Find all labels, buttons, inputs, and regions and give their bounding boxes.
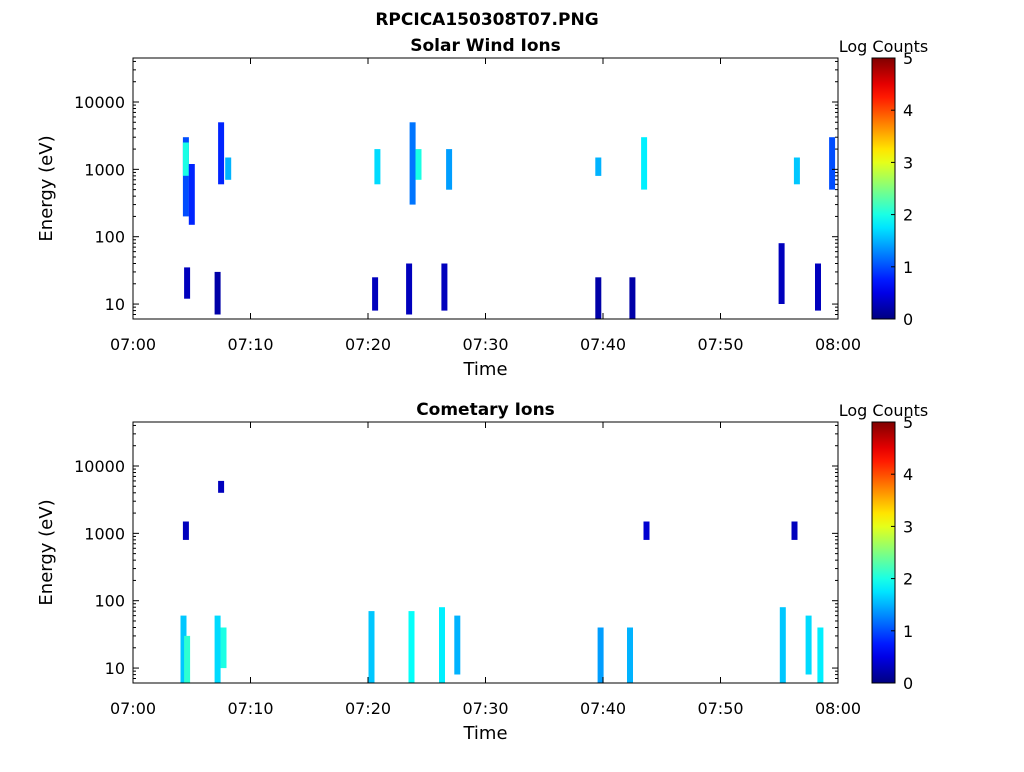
x-tick-label: 07:10 xyxy=(227,335,273,354)
data-cell xyxy=(815,263,821,311)
colorbar xyxy=(871,57,896,320)
y-tick-label: 1000 xyxy=(84,160,125,179)
y-tick-label: 100 xyxy=(94,228,125,247)
data-cell xyxy=(627,627,633,683)
data-cell xyxy=(214,615,221,683)
x-tick-label: 07:30 xyxy=(462,699,508,718)
x-tick-label: 07:20 xyxy=(345,699,391,718)
figure-title: RPCICA150308T07.PNG xyxy=(375,10,598,30)
data-cell xyxy=(409,122,416,205)
x-tick-label: 07:40 xyxy=(580,335,626,354)
colorbar-tick-label: 2 xyxy=(903,206,913,225)
colorbar-tick-label: 4 xyxy=(903,101,913,120)
colorbar-tick-label: 0 xyxy=(903,310,913,329)
data-cell xyxy=(182,521,189,540)
data-cell xyxy=(805,615,812,675)
data-cell xyxy=(779,607,786,683)
colorbar-tick-label: 5 xyxy=(903,49,913,68)
y-axis-label: Energy (eV) xyxy=(36,135,57,241)
x-tick-label: 07:30 xyxy=(462,335,508,354)
data-cell xyxy=(778,243,785,304)
data-cell xyxy=(406,263,413,315)
data-cell xyxy=(374,149,381,185)
data-cell xyxy=(791,521,798,540)
x-tick-label: 07:20 xyxy=(345,335,391,354)
x-tick-label: 07:50 xyxy=(697,335,743,354)
data-cell xyxy=(372,277,379,311)
data-cell xyxy=(641,137,648,190)
panel-title: Solar Wind Ions xyxy=(410,36,561,56)
colorbar-tick-label: 3 xyxy=(903,517,913,536)
x-tick-label: 07:50 xyxy=(697,699,743,718)
x-tick-label: 07:40 xyxy=(580,699,626,718)
x-tick-label: 08:00 xyxy=(815,699,861,718)
data-cell xyxy=(829,137,836,190)
data-cell xyxy=(439,607,445,683)
data-cell xyxy=(817,627,824,683)
data-cell xyxy=(793,157,800,185)
colorbar-label: Log Counts xyxy=(839,37,929,56)
data-cell xyxy=(218,122,225,185)
data-cell xyxy=(368,611,375,683)
data-cell xyxy=(182,137,189,217)
data-cell xyxy=(441,263,448,311)
colorbar xyxy=(871,421,896,684)
x-tick-label: 07:00 xyxy=(110,335,156,354)
colorbar-tick-label: 5 xyxy=(903,413,913,432)
data-cell xyxy=(214,271,221,315)
x-tick-label: 07:10 xyxy=(227,699,273,718)
y-tick-label: 10 xyxy=(105,659,125,678)
x-axis-label: Time xyxy=(462,723,507,744)
colorbar-tick-label: 2 xyxy=(903,570,913,589)
y-tick-label: 1000 xyxy=(84,524,125,543)
data-cell xyxy=(643,521,650,540)
x-axis-label: Time xyxy=(462,359,507,380)
data-cell xyxy=(415,149,422,180)
data-cell xyxy=(408,611,415,683)
data-cell xyxy=(218,480,225,493)
panel-title: Cometary Ions xyxy=(416,400,555,420)
colorbar-label: Log Counts xyxy=(839,401,929,420)
data-cell xyxy=(595,157,602,176)
plot-area xyxy=(133,58,838,319)
colorbar-tick-label: 4 xyxy=(903,465,913,484)
data-cell xyxy=(595,277,602,319)
y-tick-label: 10000 xyxy=(74,457,125,476)
y-tick-label: 10000 xyxy=(74,93,125,112)
data-cell xyxy=(597,627,604,683)
y-tick-label: 100 xyxy=(94,592,125,611)
data-cell xyxy=(220,627,227,669)
plot-area xyxy=(133,422,838,683)
y-axis-label: Energy (eV) xyxy=(36,499,57,605)
colorbar-tick-label: 0 xyxy=(903,674,913,693)
data-cell xyxy=(180,615,187,683)
colorbar-tick-label: 3 xyxy=(903,153,913,172)
data-cell xyxy=(225,157,232,180)
x-tick-label: 08:00 xyxy=(815,335,861,354)
data-cell xyxy=(454,615,461,675)
data-cell xyxy=(182,142,189,176)
data-cell xyxy=(446,149,453,190)
colorbar-tick-label: 1 xyxy=(903,258,913,277)
data-cell xyxy=(188,164,195,225)
data-cell xyxy=(184,267,191,299)
colorbar-tick-label: 1 xyxy=(903,622,913,641)
x-tick-label: 07:00 xyxy=(110,699,156,718)
data-cell xyxy=(629,277,636,319)
y-tick-label: 10 xyxy=(105,295,125,314)
data-cell xyxy=(184,635,191,683)
